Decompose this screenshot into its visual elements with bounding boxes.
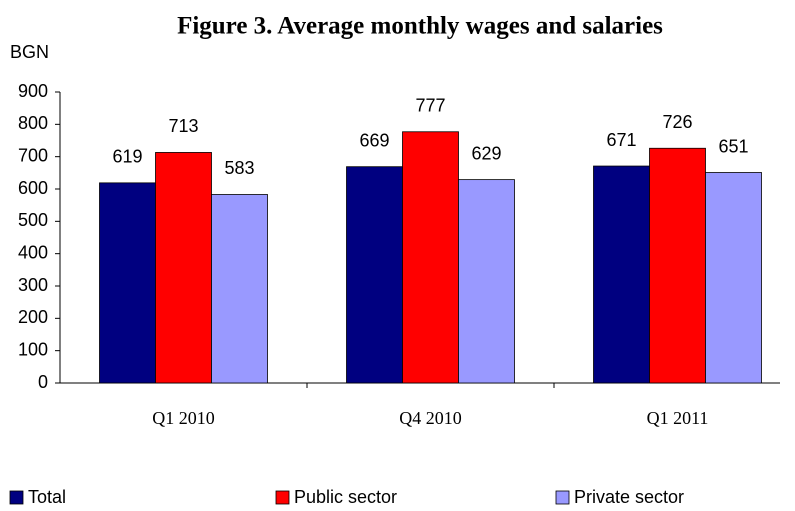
legend-label: Public sector [294, 487, 397, 507]
bar [155, 152, 212, 384]
data-label: 619 [112, 147, 142, 167]
data-label: 669 [359, 130, 389, 150]
y-tick-label: 500 [18, 210, 48, 230]
data-label: 671 [606, 130, 636, 150]
bar [705, 172, 762, 384]
legend-label: Total [28, 487, 66, 507]
bar [346, 166, 403, 384]
legend-label: Private sector [574, 487, 684, 507]
bar [99, 182, 156, 384]
y-tick-label: 700 [18, 145, 48, 165]
data-label: 713 [168, 116, 198, 136]
y-tick-label: 300 [18, 275, 48, 295]
y-tick-label: 0 [38, 372, 48, 392]
bar [458, 179, 515, 384]
y-tick-label: 200 [18, 307, 48, 327]
y-tick-label: 600 [18, 178, 48, 198]
x-tick-label: Q4 2010 [399, 408, 462, 428]
data-label: 777 [415, 96, 445, 116]
data-label: 726 [662, 112, 692, 132]
bar [211, 194, 268, 384]
bar [649, 147, 706, 384]
x-tick-label: Q1 2011 [647, 408, 709, 428]
data-label: 583 [224, 158, 254, 178]
x-tick-label: Q1 2010 [152, 408, 215, 428]
y-tick-label: 100 [18, 339, 48, 359]
y-tick-label: 900 [18, 81, 48, 101]
y-tick-label: 800 [18, 113, 48, 133]
bar [402, 131, 459, 384]
legend-marker [275, 490, 290, 505]
chart-title: Figure 3. Average monthly wages and sala… [177, 13, 663, 40]
data-label: 629 [471, 143, 501, 163]
data-label: 651 [718, 136, 748, 156]
bar [593, 165, 650, 384]
y-axis-label: BGN [10, 42, 49, 62]
legend-marker [9, 490, 24, 505]
y-tick-label: 400 [18, 242, 48, 262]
legend-marker [555, 490, 570, 505]
